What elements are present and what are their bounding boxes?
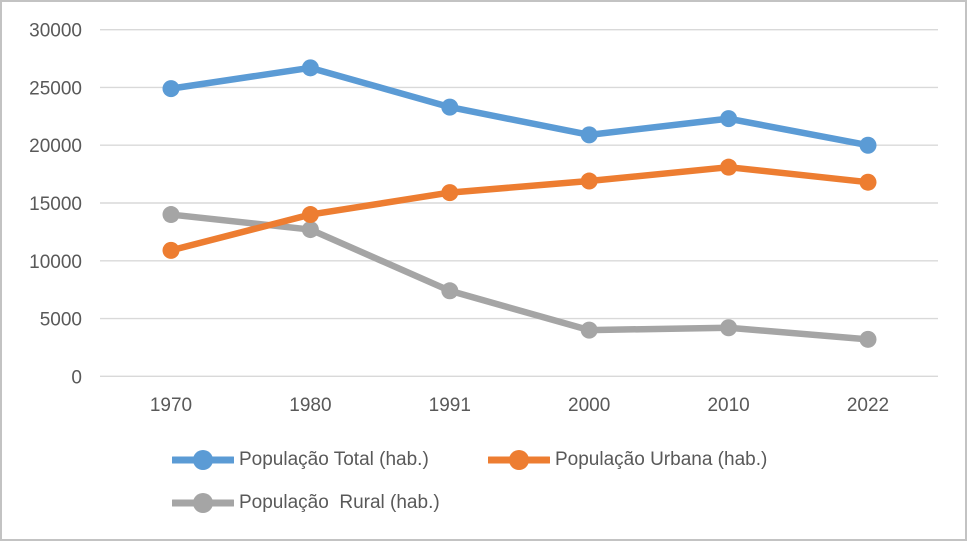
- data-point: [859, 173, 877, 191]
- series-line: [167, 64, 872, 149]
- data-point: [162, 206, 180, 224]
- data-point: [441, 184, 459, 202]
- legend-marker-urbana-icon: [488, 450, 550, 470]
- legend-label-rural: População Rural (hab.): [239, 492, 440, 513]
- data-point: [720, 319, 738, 337]
- x-axis-label: 2010: [707, 395, 749, 416]
- data-point: [301, 221, 319, 239]
- legend-marker-total-icon: [172, 450, 234, 470]
- series-line: [167, 163, 872, 254]
- y-axis-label: 15000: [29, 194, 82, 215]
- x-axis-label: 2000: [568, 395, 610, 416]
- data-point: [720, 110, 738, 128]
- x-axis-label: 1970: [150, 395, 192, 416]
- data-point: [580, 321, 598, 339]
- y-axis-label: 0: [71, 367, 82, 388]
- legend-dot-total: [193, 450, 213, 470]
- data-point: [301, 59, 319, 77]
- data-point: [441, 98, 459, 116]
- y-axis-label: 10000: [29, 252, 82, 273]
- legend-item-rural: População Rural (hab.): [172, 492, 440, 514]
- data-point: [162, 241, 180, 259]
- legend-dot-rural: [193, 493, 213, 513]
- series-line: [167, 211, 872, 343]
- data-point: [580, 126, 598, 144]
- data-point: [441, 282, 459, 300]
- y-axis-label: 30000: [29, 21, 82, 42]
- data-point: [162, 80, 180, 98]
- data-point: [580, 172, 598, 190]
- y-axis-label: 5000: [40, 310, 82, 331]
- x-axis-label: 2022: [847, 395, 889, 416]
- data-point: [859, 136, 877, 154]
- data-point: [301, 206, 319, 224]
- legend-item-total: População Total (hab.): [172, 449, 429, 471]
- data-point: [720, 158, 738, 176]
- y-axis-label: 20000: [29, 136, 82, 157]
- y-axis-label: 25000: [29, 78, 82, 99]
- legend-marker-rural-icon: [172, 493, 234, 513]
- data-point: [859, 330, 877, 348]
- legend-dot-urbana: [509, 450, 529, 470]
- x-axis-label: 1980: [289, 395, 331, 416]
- legend-label-urbana: População Urbana (hab.): [555, 449, 768, 470]
- legend-label-total: População Total (hab.): [239, 449, 429, 470]
- x-axis-label: 1991: [429, 395, 471, 416]
- legend-item-urbana: População Urbana (hab.): [488, 449, 767, 471]
